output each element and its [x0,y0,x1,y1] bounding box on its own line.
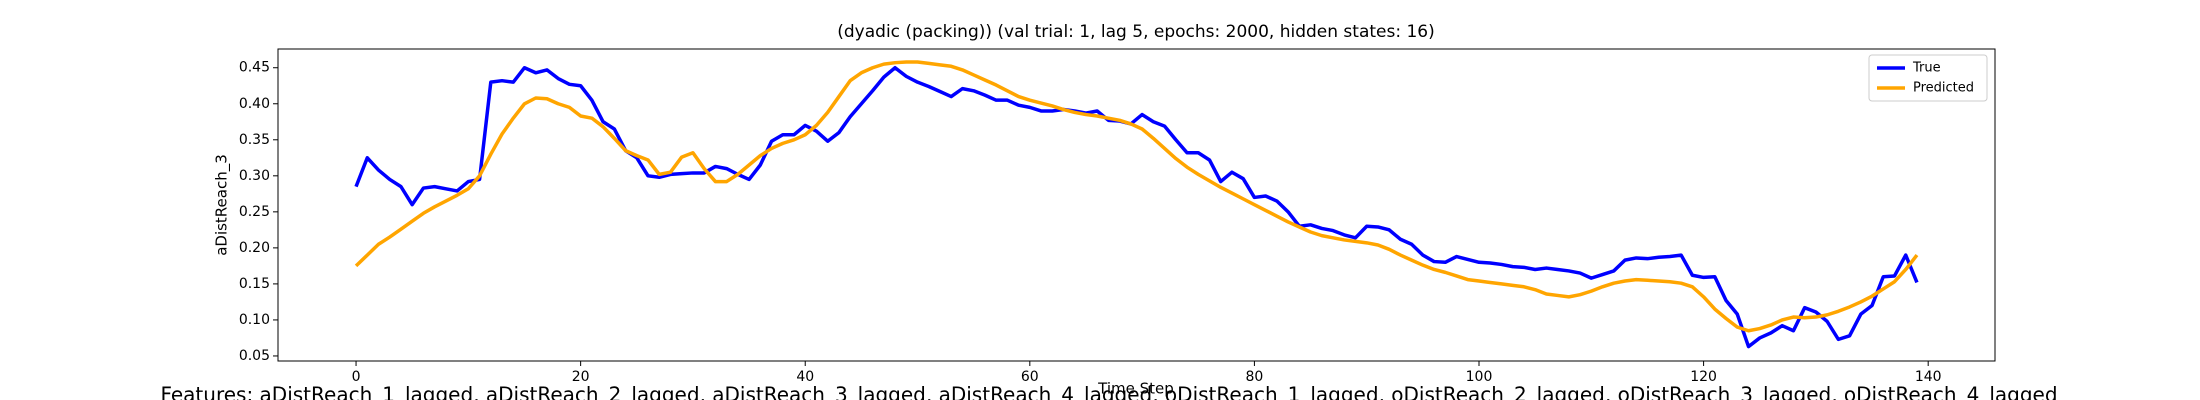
x-tick-label: 140 [1915,369,1942,385]
y-tick-label: 0.35 [239,132,270,148]
x-tick-label: 120 [1690,369,1717,385]
plot-frame [277,48,1996,362]
y-tick-label: 0.05 [239,348,270,364]
x-tick-label: 100 [1466,369,1493,385]
y-tick-label: 0.45 [239,60,270,76]
x-tick-label: 0 [352,369,361,385]
legend-label: Predicted [1913,81,1974,96]
x-tick-label: 80 [1245,369,1263,385]
x-tick-label: 40 [796,369,814,385]
x-axis-label: Time Step [1097,380,1174,398]
y-tick-label: 0.25 [239,204,270,220]
y-tick-label: 0.10 [239,312,270,328]
y-tick-label: 0.40 [239,96,270,112]
y-tick-label: 0.30 [239,168,270,184]
data-line [354,65,1919,349]
features-note: Features: aDistReach_1_lagged, aDistReac… [160,383,2057,400]
y-tick-label: 0.15 [239,276,270,292]
y-tick-label: 0.20 [239,240,270,256]
y-axis-label: aDistReach_3 [213,154,232,256]
x-tick-label: 60 [1021,369,1039,385]
x-tick-label: 20 [572,369,590,385]
legend-label: True [1912,61,1941,76]
data-line [354,60,1919,333]
chart-title: (dyadic (packing)) (val trial: 1, lag 5,… [837,22,1435,42]
